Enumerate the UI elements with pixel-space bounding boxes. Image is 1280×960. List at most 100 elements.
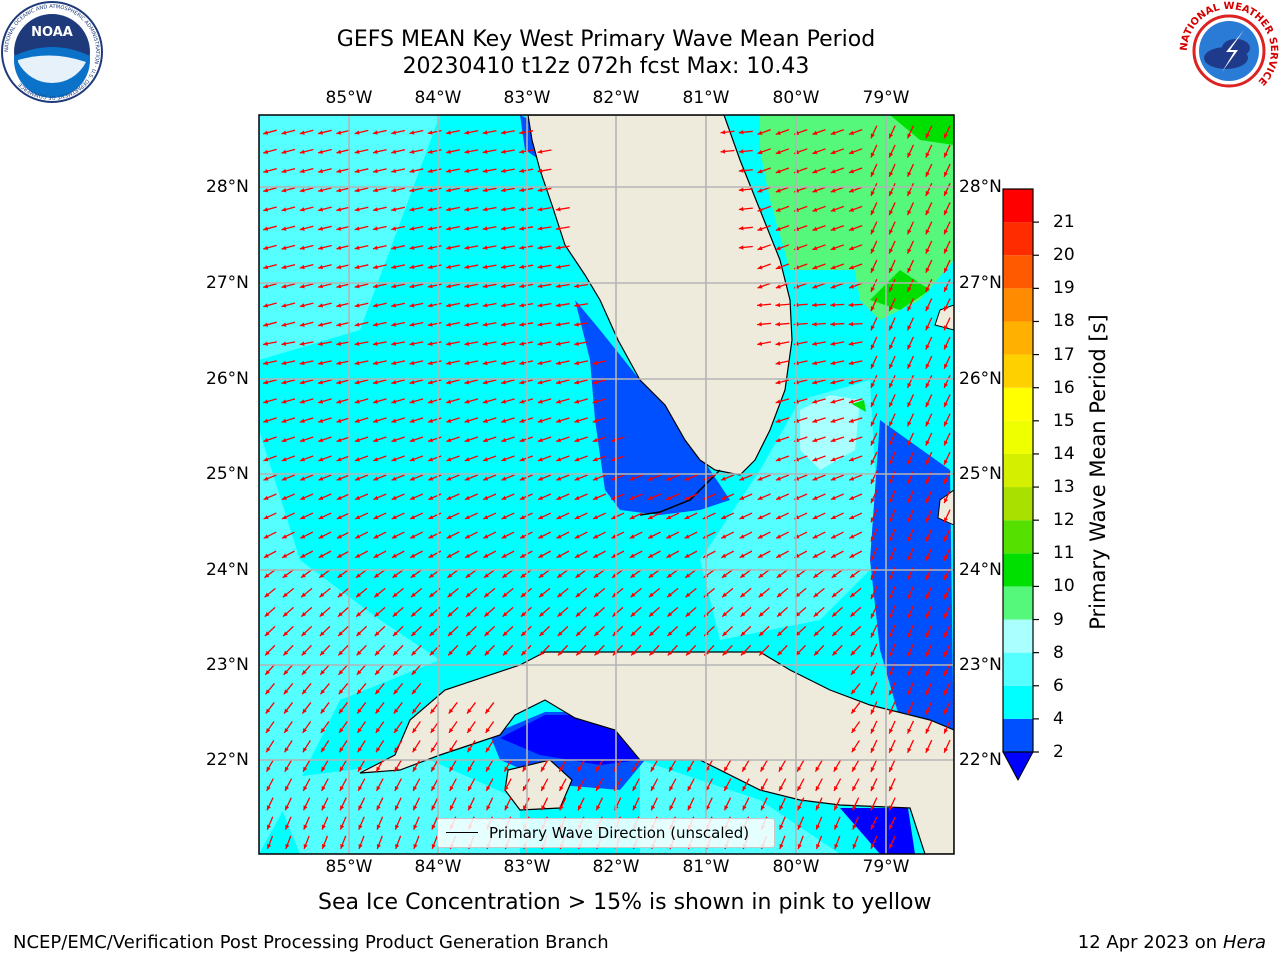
wave-arrow (501, 417, 515, 423)
wave-arrow (757, 148, 771, 155)
wave-arrow (775, 512, 790, 520)
wave-arrow (720, 149, 735, 154)
wave-arrow (319, 587, 331, 598)
colorbar-segment (1003, 420, 1033, 454)
wave-arrow (647, 550, 661, 559)
wave-arrow (482, 398, 497, 404)
wave-arrow (741, 759, 750, 772)
wave-arrow (720, 512, 735, 520)
chart-subtitle: 20230410 t12z 072h fcst Max: 10.43 (402, 54, 810, 79)
wave-arrow (668, 778, 677, 792)
wave-arrow (263, 417, 277, 423)
wave-arrow (358, 835, 365, 850)
wave-arrow (906, 163, 915, 178)
wave-arrow (647, 512, 661, 520)
wave-arrow (263, 436, 277, 443)
wave-arrow (500, 149, 515, 154)
wave-arrow (318, 455, 332, 462)
wave-arrow (906, 547, 915, 562)
wave-arrow (574, 303, 589, 308)
colorbar-tick-label: 10 (1053, 576, 1075, 597)
wave-arrow (925, 643, 933, 658)
wave-arrow (263, 474, 277, 481)
wave-arrow (739, 568, 752, 579)
wave-arrow (413, 816, 420, 830)
wave-arrow (336, 302, 351, 308)
wave-arrow (357, 759, 366, 772)
wave-arrow (925, 509, 933, 523)
lon-label-top: 83°W (503, 88, 551, 108)
wave-arrow (775, 148, 790, 155)
wave-arrow (943, 682, 951, 696)
wave-arrow (687, 778, 695, 792)
colorbar-segment (1003, 189, 1033, 223)
wave-arrow (427, 360, 442, 366)
wave-arrow (629, 568, 643, 579)
wave-arrow (281, 302, 296, 308)
wave-arrow (336, 129, 351, 135)
wave-arrow (870, 298, 878, 312)
wave-arrow (888, 298, 896, 312)
wave-arrow (592, 474, 607, 481)
wave-arrow (925, 163, 933, 178)
wave-arrow (848, 148, 863, 155)
wave-arrow (372, 341, 387, 346)
wave-arrow (466, 721, 476, 734)
wave-arrow (355, 606, 368, 618)
wave-arrow (281, 321, 296, 327)
wave-arrow (354, 244, 369, 250)
wave-arrow (281, 283, 296, 289)
period-zone-10to11-north (890, 115, 954, 145)
wave-arrow (412, 778, 421, 792)
wave-arrow (555, 398, 570, 404)
wave-arrow (519, 360, 534, 366)
wave-arrow (392, 568, 405, 579)
wave-arrow (431, 835, 438, 850)
wave-arrow (556, 568, 569, 579)
wave-arrow (484, 702, 495, 714)
wave-arrow (409, 168, 424, 174)
wave-arrow (757, 493, 771, 501)
wave-arrow (301, 682, 312, 695)
wave-arrow (814, 759, 824, 772)
wave-arrow (318, 417, 332, 423)
wave-arrow (851, 721, 861, 734)
wave-arrow (685, 644, 697, 656)
wave-arrow (537, 341, 552, 346)
wave-arrow (339, 778, 348, 792)
wave-arrow (411, 644, 422, 656)
wave-arrow (906, 317, 915, 331)
wave-arrow (356, 702, 367, 714)
wave-arrow (372, 187, 387, 193)
wave-arrow (263, 187, 277, 193)
colorbar-segment (1003, 520, 1033, 554)
colorbar-segment (1003, 387, 1033, 421)
wave-arrow (375, 740, 385, 753)
wave-arrow (391, 321, 406, 327)
lat-label-right: 28°N (959, 177, 1002, 197)
wave-arrow (906, 586, 915, 600)
wave-arrow (888, 202, 896, 216)
wave-arrow (446, 321, 460, 327)
wave-arrow (925, 394, 933, 408)
wave-arrow (409, 360, 424, 366)
wave-arrow (925, 413, 933, 427)
wave-arrow (538, 625, 551, 637)
colorbar-tick-label: 16 (1053, 377, 1075, 398)
wave-arrow (738, 149, 753, 154)
wave-arrow (464, 206, 479, 212)
wave-arrow (411, 721, 421, 734)
wave-arrow (281, 244, 296, 250)
colorbar-segment (1003, 288, 1033, 322)
wave-arrow (888, 509, 896, 523)
colorbar-tick-label: 13 (1053, 477, 1075, 498)
wave-arrow (556, 550, 570, 559)
wave-arrow (412, 759, 421, 772)
wave-arrow (537, 283, 552, 289)
wave-arrow (906, 278, 915, 293)
wave-arrow (925, 298, 933, 312)
wave-arrow (925, 547, 933, 562)
wave-arrow (318, 474, 332, 481)
wave-arrow (299, 341, 314, 346)
colorbar-tick-label: 9 (1053, 609, 1064, 630)
